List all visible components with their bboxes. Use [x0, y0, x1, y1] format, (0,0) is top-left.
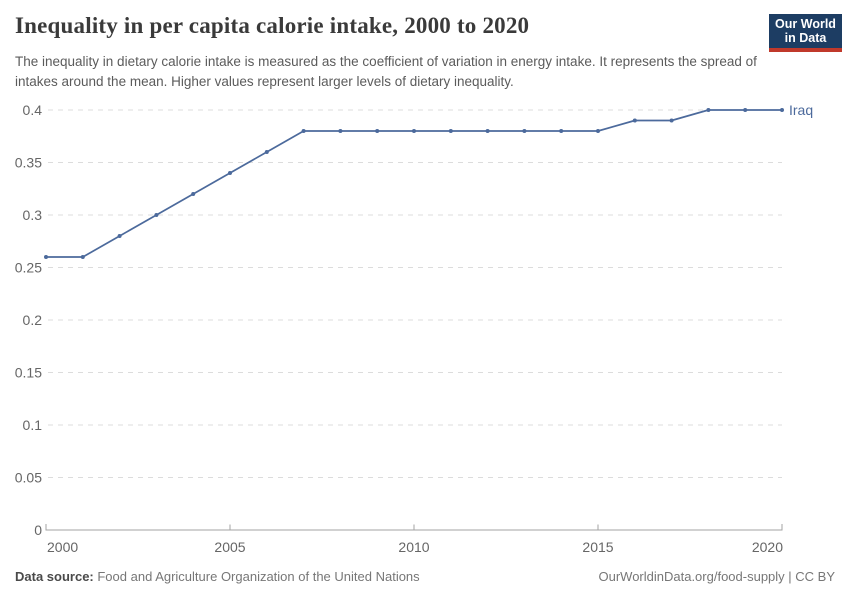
chart-title: Inequality in per capita calorie intake,…: [15, 13, 530, 38]
y-tick-label: 0: [34, 522, 42, 538]
x-tick-label: 2005: [214, 539, 245, 555]
data-point: [228, 171, 232, 175]
y-tick-label: 0.25: [15, 260, 42, 276]
y-tick-label: 0.3: [23, 207, 43, 223]
data-point: [596, 129, 600, 133]
series-group: Iraq: [44, 102, 813, 259]
x-axis-labels: 2000 2005 2010 2015 2020: [47, 539, 783, 555]
y-axis-labels: 0 0.05 0.1 0.15 0.2 0.25 0.3 0.35 0.4: [15, 102, 42, 538]
y-tick-label: 0.2: [23, 312, 43, 328]
data-point: [117, 234, 122, 238]
gridlines: [48, 109, 782, 478]
data-point: [559, 129, 564, 133]
data-point: [412, 129, 416, 133]
owid-logo-line2: in Data: [784, 31, 827, 45]
y-tick-label: 0.15: [15, 365, 42, 381]
x-tick-label: 2015: [582, 539, 613, 555]
data-point: [80, 255, 85, 259]
chart-subtitle: The inequality in dietary calorie intake…: [15, 54, 757, 89]
x-tick-label: 2010: [398, 539, 429, 555]
data-point: [485, 129, 490, 133]
data-source-label: Data source:: [15, 569, 94, 584]
series-label: Iraq: [789, 102, 813, 118]
data-point: [154, 213, 159, 217]
data-source-line: Data source: Food and Agriculture Organi…: [15, 569, 420, 584]
data-source-text: Food and Agriculture Organization of the…: [93, 569, 420, 584]
data-point: [375, 129, 380, 133]
y-tick-label: 0.35: [15, 155, 42, 171]
data-point: [669, 118, 674, 123]
data-point: [632, 118, 637, 123]
x-tick-label: 2000: [47, 539, 78, 555]
data-point: [44, 255, 48, 259]
credit-link[interactable]: OurWorldinData.org/food-supply | CC BY: [598, 569, 835, 584]
data-point: [301, 129, 306, 133]
owid-logo-line1: Our World: [775, 17, 836, 31]
x-tick-label: 2020: [752, 539, 783, 555]
data-point: [264, 150, 269, 154]
y-tick-label: 0.4: [23, 102, 43, 118]
data-point: [338, 129, 343, 133]
y-tick-label: 0.1: [23, 417, 43, 433]
data-point: [522, 129, 527, 133]
data-point: [191, 192, 196, 196]
data-point: [780, 108, 784, 112]
data-point: [743, 108, 748, 112]
owid-logo[interactable]: Our World in Data: [769, 14, 842, 52]
data-point: [448, 129, 453, 133]
data-point: [706, 108, 711, 112]
x-axis: [45, 524, 783, 531]
y-tick-label: 0.05: [15, 470, 42, 486]
